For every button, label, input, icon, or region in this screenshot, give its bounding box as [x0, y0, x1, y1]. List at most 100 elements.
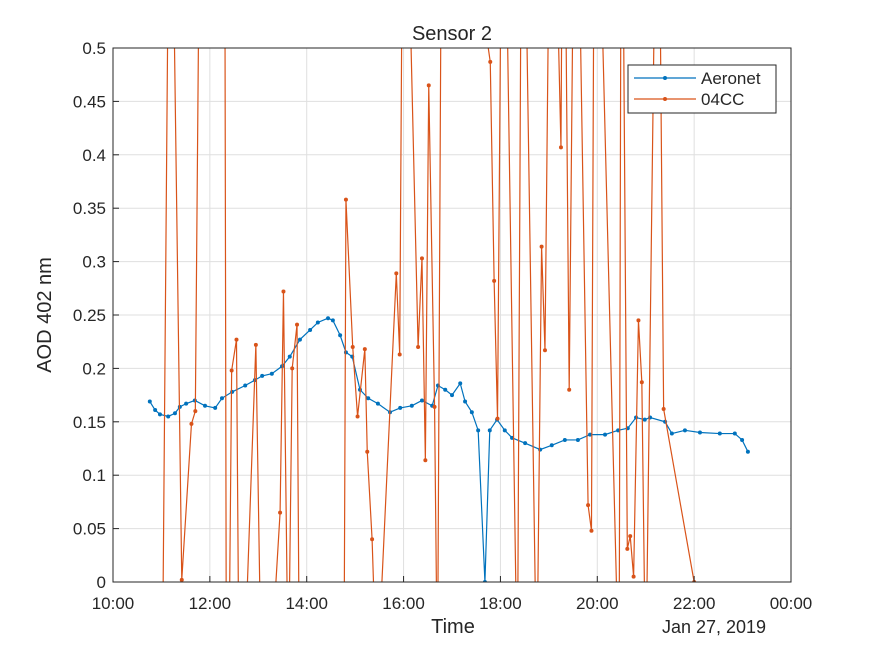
data-point — [184, 401, 189, 406]
data-point — [549, 443, 554, 448]
data-point — [628, 534, 633, 539]
data-point — [539, 244, 544, 249]
x-tick-label: 16:00 — [382, 594, 425, 613]
data-point — [492, 278, 497, 283]
data-point — [157, 412, 162, 417]
data-point — [355, 414, 360, 419]
data-point — [370, 537, 375, 542]
series-line — [149, 317, 749, 582]
data-point — [315, 320, 320, 325]
y-tick-label: 0.4 — [82, 146, 106, 165]
data-point — [281, 289, 286, 294]
x-tick-label: 00:00 — [770, 594, 813, 613]
data-point — [458, 381, 463, 386]
data-point — [542, 348, 547, 353]
y-tick-label: 0 — [97, 573, 106, 592]
x-tick-label: 20:00 — [576, 594, 619, 613]
y-tick-label: 0.3 — [82, 253, 106, 272]
data-point — [295, 322, 300, 327]
data-point — [443, 387, 448, 392]
y-tick-label: 0.05 — [73, 520, 106, 539]
data-point — [338, 333, 343, 338]
data-point — [409, 403, 414, 408]
data-point — [423, 458, 428, 463]
ticks: 0 0.05 0.1 0.15 0.2 0.25 0.3 0.35 0.4 0.45 0.5 10:0… — [73, 39, 812, 613]
y-tick-label: 0.5 — [82, 39, 106, 58]
data-point — [523, 441, 528, 446]
data-point — [636, 318, 641, 323]
data-point — [189, 421, 194, 426]
data-point — [642, 417, 647, 422]
legend-box — [627, 64, 777, 114]
legend: Aeronet 04CC — [627, 64, 777, 114]
data-point — [330, 318, 335, 323]
data-point — [416, 345, 421, 350]
x-tick-label: 22:00 — [673, 594, 716, 613]
data-point — [631, 574, 636, 579]
data-point — [375, 401, 380, 406]
data-point — [343, 197, 348, 202]
data-point — [745, 449, 750, 454]
y-tick-label: 0.45 — [73, 92, 106, 111]
data-point — [147, 399, 152, 404]
data-point — [432, 404, 437, 409]
data-point — [575, 437, 580, 442]
data-point — [172, 411, 177, 416]
y-tick-label: 0.25 — [73, 306, 106, 325]
data-point — [203, 403, 208, 408]
data-point — [717, 431, 722, 436]
legend-label: 04CC — [701, 90, 744, 109]
data-point — [661, 406, 666, 411]
data-point — [616, 428, 621, 433]
data-point — [586, 503, 591, 508]
data-point — [502, 428, 507, 433]
data-point — [682, 428, 687, 433]
data-point — [287, 354, 292, 359]
data-point — [394, 271, 399, 276]
y-tick-label: 0.1 — [82, 466, 106, 485]
data-point — [308, 327, 313, 332]
data-point — [260, 373, 265, 378]
x-axis-label: Time — [431, 616, 475, 638]
data-point — [538, 447, 543, 452]
data-point — [229, 368, 234, 373]
data-point — [193, 409, 198, 414]
data-point — [495, 416, 500, 421]
data-point — [469, 410, 474, 415]
y-tick-label: 0.2 — [82, 359, 106, 378]
y-tick-label: 0.35 — [73, 199, 106, 218]
data-point — [297, 337, 302, 342]
data-point — [398, 405, 403, 410]
data-point — [419, 256, 424, 261]
data-point — [588, 432, 593, 437]
data-point — [362, 347, 367, 352]
data-point — [243, 383, 248, 388]
x-tick-label: 12:00 — [189, 594, 232, 613]
data-point — [487, 428, 492, 433]
data-point — [603, 432, 608, 437]
data-point — [463, 399, 468, 404]
data-point — [697, 430, 702, 435]
data-point — [740, 437, 745, 442]
data-point — [476, 428, 481, 433]
data-point — [732, 431, 737, 436]
data-point — [567, 387, 572, 392]
data-point — [343, 350, 348, 355]
data-point — [562, 437, 567, 442]
data-point — [326, 316, 331, 321]
x-tick-label: 14:00 — [285, 594, 328, 613]
date-annotation: Jan 27, 2019 — [662, 617, 766, 637]
legend-marker — [663, 97, 667, 101]
chart-title: Sensor 2 — [412, 23, 492, 45]
data-point — [488, 59, 493, 64]
data-point — [166, 414, 171, 419]
data-point — [639, 380, 644, 385]
legend-marker — [663, 76, 667, 80]
data-point — [219, 396, 224, 401]
data-point — [213, 405, 218, 410]
data-point — [397, 352, 402, 357]
data-point — [419, 398, 424, 403]
x-tick-label: 18:00 — [479, 594, 522, 613]
data-point — [179, 577, 184, 582]
